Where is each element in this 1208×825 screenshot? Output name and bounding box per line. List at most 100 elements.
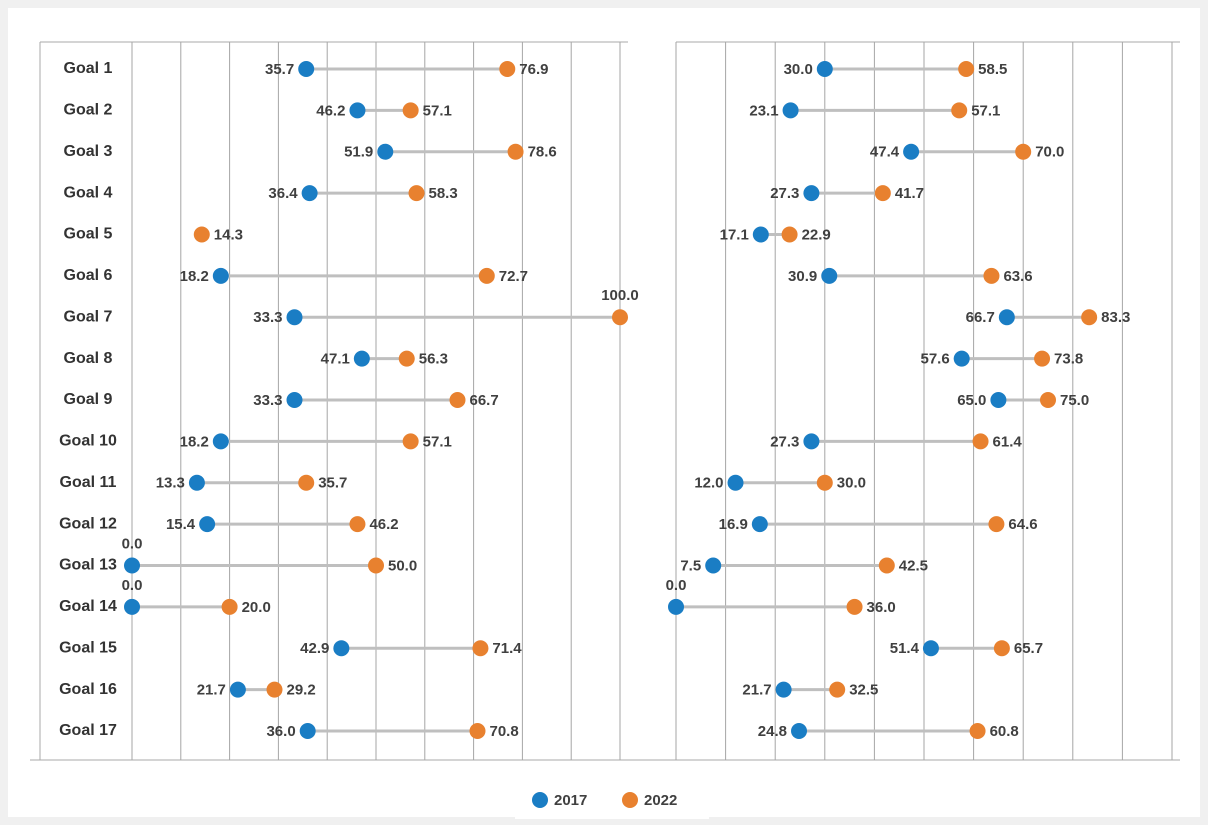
dot (727, 474, 744, 491)
dot (349, 516, 366, 533)
value-label: 42.5 (899, 557, 928, 574)
value-label: 57.1 (971, 102, 1000, 119)
value-label: 13.3 (156, 475, 185, 492)
value-label: 30.0 (837, 475, 866, 492)
dot (791, 723, 808, 739)
value-label: 65.0 (957, 392, 986, 409)
dot (472, 640, 489, 657)
dot (821, 267, 838, 284)
dot (846, 598, 863, 615)
value-label: 35.7 (318, 475, 347, 492)
value-label: 30.9 (788, 268, 817, 285)
dot (878, 557, 895, 574)
value-label: 57.6 (920, 351, 949, 368)
dot (212, 433, 229, 450)
category-label: Goal 3 (64, 143, 113, 160)
value-label: 72.7 (499, 268, 528, 285)
value-label: 58.5 (978, 61, 1007, 78)
dot (983, 267, 1000, 284)
value-label: 46.2 (369, 516, 398, 533)
value-label: 36.0 (867, 599, 896, 616)
dot (998, 309, 1015, 326)
dot (958, 61, 975, 77)
value-label: 27.3 (770, 185, 799, 202)
dot (266, 681, 283, 698)
category-label: Goal 6 (64, 267, 113, 284)
value-label: 61.4 (993, 433, 1023, 450)
value-label: 70.0 (1035, 144, 1064, 161)
value-label: 7.5 (680, 557, 701, 574)
dot (221, 598, 238, 615)
value-label: 65.7 (1014, 640, 1043, 657)
plot-background (8, 8, 1200, 817)
dot (229, 681, 246, 698)
value-label: 73.8 (1054, 351, 1083, 368)
dot (816, 61, 833, 77)
value-label: 24.8 (758, 723, 787, 740)
value-label: 76.9 (519, 61, 548, 78)
legend-label: 2022 (644, 792, 677, 809)
dot (1034, 350, 1051, 367)
category-label: Goal 15 (59, 639, 117, 656)
category-label: Goal 4 (64, 184, 113, 201)
value-label: 42.9 (300, 640, 329, 657)
category-label: Goal 10 (59, 433, 117, 450)
value-label: 57.1 (423, 102, 452, 119)
value-label: 30.0 (784, 61, 813, 78)
category-label: Goal 8 (64, 350, 113, 367)
dot (816, 474, 833, 491)
value-label: 70.8 (490, 723, 519, 740)
dot (353, 350, 370, 367)
category-label: Goal 16 (59, 681, 117, 698)
value-label: 21.7 (742, 682, 771, 699)
dot (368, 557, 384, 574)
value-label: 18.2 (180, 433, 209, 450)
dot (969, 723, 986, 739)
dot (990, 392, 1007, 408)
dot (469, 723, 486, 739)
dot (1040, 392, 1056, 408)
category-label: Goal 9 (64, 391, 113, 408)
dot (349, 102, 366, 119)
category-label: Goal 11 (60, 474, 117, 491)
dot (829, 681, 846, 698)
value-label: 0.0 (122, 577, 143, 594)
value-label: 71.4 (492, 640, 522, 657)
value-label: 83.3 (1101, 309, 1130, 326)
dot (398, 350, 415, 367)
dot (972, 433, 989, 450)
legend-swatch (532, 792, 548, 808)
dot (922, 640, 939, 657)
dot (1081, 309, 1098, 326)
value-label: 47.4 (870, 144, 900, 161)
value-label: 23.1 (749, 102, 778, 119)
value-label: 35.7 (265, 61, 294, 78)
dot (993, 640, 1010, 657)
value-label: 41.7 (895, 185, 924, 202)
value-label: 36.0 (266, 723, 295, 740)
value-label: 33.3 (253, 309, 282, 326)
value-label: 18.2 (180, 268, 209, 285)
dot (212, 267, 229, 284)
value-label: 36.4 (268, 185, 298, 202)
value-label: 100.0 (601, 287, 639, 304)
dot (124, 557, 140, 574)
dot (951, 102, 968, 119)
dot (803, 433, 820, 450)
value-label: 51.4 (890, 640, 920, 657)
category-label: Goal 12 (59, 515, 117, 532)
dot (781, 226, 798, 243)
dot (402, 102, 419, 119)
dot (499, 61, 516, 77)
category-label: Goal 13 (59, 557, 117, 574)
legend-label: 2017 (554, 792, 587, 809)
value-label: 63.6 (1003, 268, 1032, 285)
value-label: 51.9 (344, 144, 373, 161)
dot (298, 61, 315, 77)
dot (188, 474, 205, 491)
dot (953, 350, 970, 367)
dot (903, 143, 920, 160)
value-label: 16.9 (719, 516, 748, 533)
dot (751, 516, 768, 533)
